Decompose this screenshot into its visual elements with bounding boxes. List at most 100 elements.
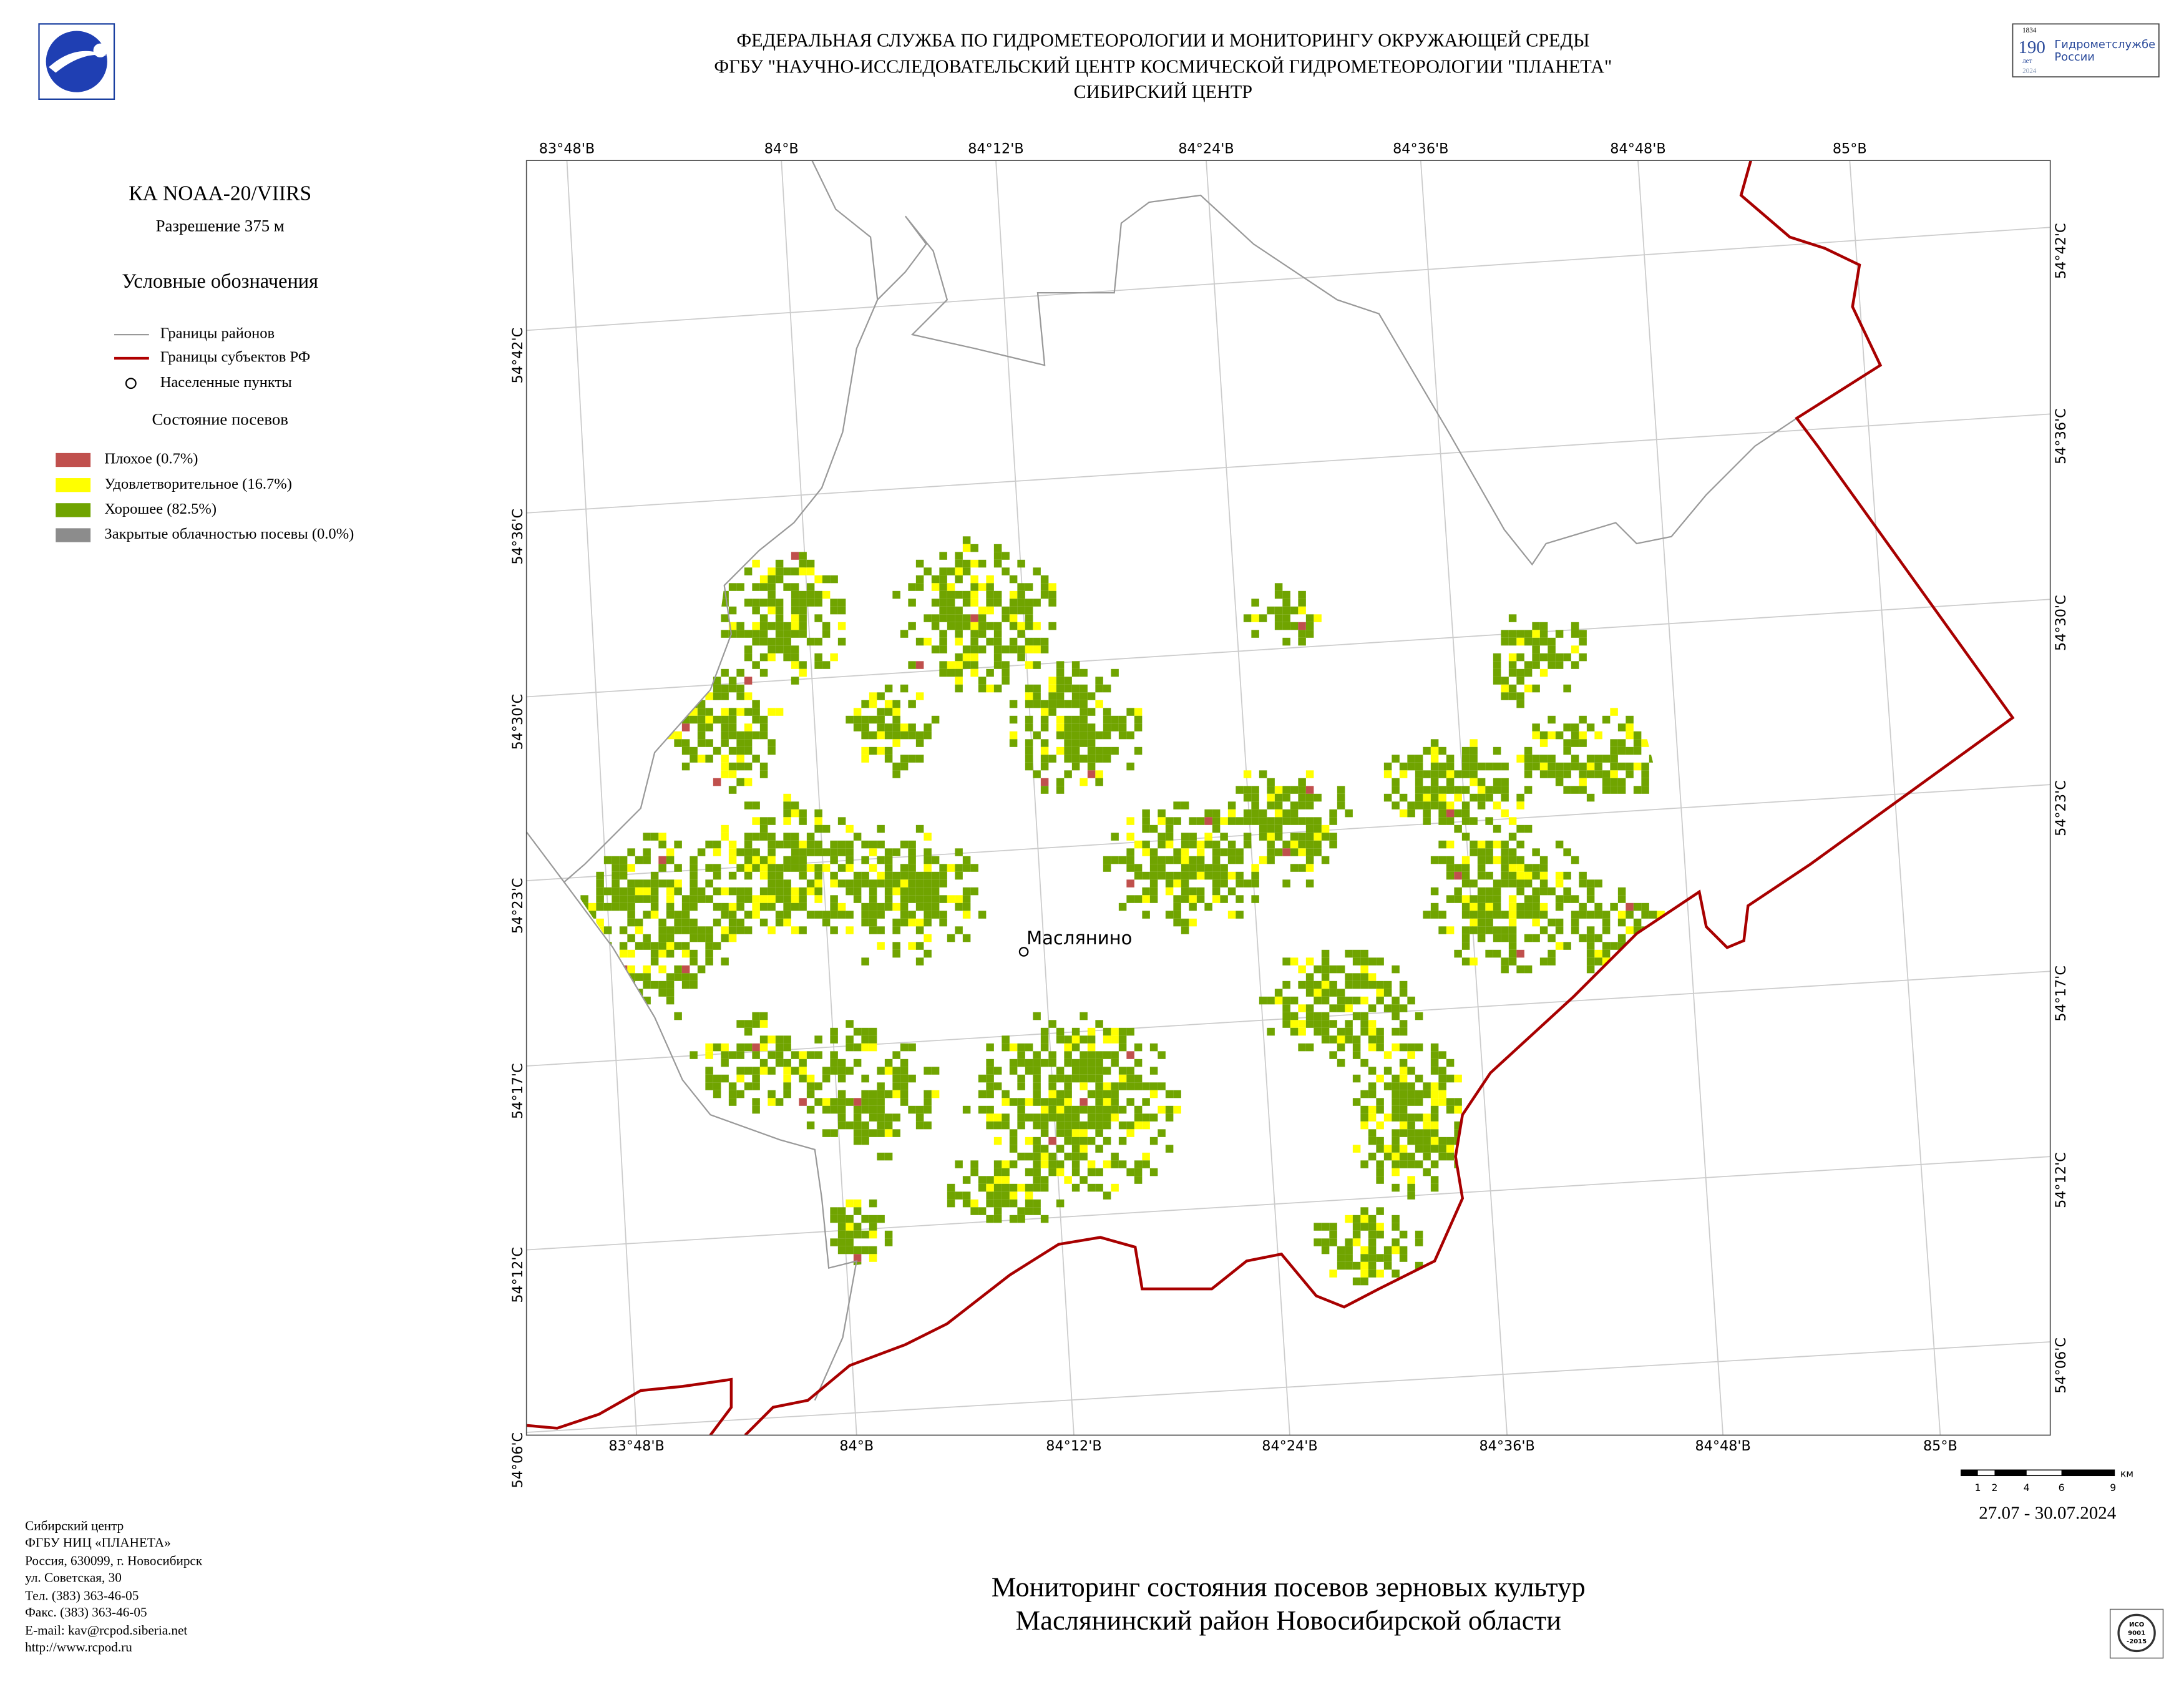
crop-pixel xyxy=(1025,599,1033,607)
crop-pixel xyxy=(1430,1059,1439,1067)
crop-pixel xyxy=(1392,1269,1400,1278)
crop-pixel xyxy=(1071,739,1080,747)
crop-pixel xyxy=(1383,793,1392,802)
crop-pixel xyxy=(1383,1113,1392,1122)
crop-pixel xyxy=(806,864,815,872)
crop-pixel xyxy=(1087,739,1096,747)
crop-pixel xyxy=(1602,778,1611,786)
crop-pixel xyxy=(759,1059,768,1067)
crop-pixel xyxy=(1376,1074,1384,1083)
crop-pixel xyxy=(1633,746,1642,755)
crop-pixel xyxy=(1407,1183,1415,1192)
crop-pixel xyxy=(681,926,690,934)
crop-pixel xyxy=(783,1035,791,1044)
crop-pixel xyxy=(744,833,753,841)
crop-pixel xyxy=(690,746,698,755)
crop-pixel xyxy=(728,746,737,755)
crop-pixel xyxy=(955,677,963,685)
crop-pixel xyxy=(635,879,643,887)
crop-pixel xyxy=(713,1090,721,1098)
crop-pixel xyxy=(814,1035,822,1044)
crop-pixel xyxy=(759,864,768,872)
crop-pixel xyxy=(1025,700,1033,708)
crop-pixel xyxy=(681,949,690,958)
crop-pixel xyxy=(1641,770,1649,778)
crop-pixel xyxy=(1321,1035,1330,1044)
crop-pixel xyxy=(924,918,932,927)
meridian-line xyxy=(1849,160,1941,1435)
crop-pixel xyxy=(1329,817,1337,825)
crop-pixel xyxy=(947,661,955,669)
crop-pixel xyxy=(619,949,628,958)
crop-pixel xyxy=(924,723,932,731)
crop-pixel xyxy=(1103,731,1111,740)
crop-pixel xyxy=(884,864,893,872)
crop-pixel xyxy=(1602,715,1611,724)
crop-pixel xyxy=(1454,793,1462,802)
crop-pixel xyxy=(713,1043,721,1052)
crop-pixel xyxy=(1017,1105,1025,1114)
crop-pixel xyxy=(658,840,666,849)
crop-pixel xyxy=(806,583,815,591)
crop-pixel xyxy=(728,887,737,896)
crop-pixel xyxy=(861,1027,869,1036)
crop-pixel xyxy=(837,622,846,630)
crop-pixel xyxy=(1314,824,1322,833)
crop-pixel xyxy=(986,668,994,677)
crop-pixel xyxy=(744,731,753,740)
crop-pixel xyxy=(846,848,854,856)
crop-pixel xyxy=(1524,965,1533,974)
crop-pixel xyxy=(1251,864,1259,872)
crop-pixel xyxy=(1454,809,1462,818)
crop-pixel xyxy=(1196,895,1205,903)
crop-pixel xyxy=(947,668,955,677)
crop-pixel xyxy=(783,567,791,575)
crop-pixel xyxy=(752,715,760,724)
crop-pixel xyxy=(775,575,784,584)
crop-pixel xyxy=(666,973,675,981)
crop-pixel xyxy=(1485,840,1493,849)
crop-pixel xyxy=(1267,833,1275,841)
crop-pixel xyxy=(892,918,900,927)
crop-pixel xyxy=(619,926,628,934)
crop-pixel xyxy=(869,700,877,708)
crop-pixel xyxy=(619,871,628,880)
crop-pixel xyxy=(1508,864,1517,872)
crop-pixel xyxy=(1430,1145,1439,1153)
crop-pixel xyxy=(635,926,643,934)
crop-pixel xyxy=(783,1082,791,1090)
crop-pixel xyxy=(892,590,900,599)
crop-pixel xyxy=(924,637,932,646)
crop-pixel xyxy=(861,1246,869,1254)
crop-pixel xyxy=(1454,895,1462,903)
crop-pixel xyxy=(1352,1230,1361,1239)
crop-pixel xyxy=(1305,848,1314,856)
crop-pixel xyxy=(1493,677,1501,685)
crop-pixel xyxy=(1282,590,1290,599)
crop-pixel xyxy=(1033,1207,1041,1215)
crop-pixel xyxy=(1290,817,1299,825)
crop-pixel xyxy=(939,879,947,887)
legend-swatch-cloud xyxy=(56,528,91,542)
crop-pixel xyxy=(744,887,753,896)
iso-text: ИСО xyxy=(2129,1621,2145,1628)
crop-pixel xyxy=(775,840,784,849)
crop-pixel xyxy=(861,840,869,849)
crop-pixel xyxy=(658,949,666,958)
crop-pixel xyxy=(1134,1168,1143,1176)
crop-pixel xyxy=(1305,1012,1314,1020)
crop-pixel xyxy=(1040,715,1049,724)
crop-pixel xyxy=(752,606,760,615)
crop-pixel xyxy=(1305,1004,1314,1012)
crop-pixel xyxy=(721,1051,729,1059)
legend-settlement xyxy=(125,378,137,389)
crop-pixel xyxy=(596,895,604,903)
crop-pixel xyxy=(1274,786,1283,794)
crop-pixel xyxy=(619,895,628,903)
crop-pixel xyxy=(1204,840,1212,849)
crop-pixel xyxy=(861,871,869,880)
crop-pixel xyxy=(791,926,799,934)
crop-pixel xyxy=(736,668,744,677)
crop-pixel xyxy=(978,559,987,568)
crop-pixel xyxy=(1025,1199,1033,1208)
